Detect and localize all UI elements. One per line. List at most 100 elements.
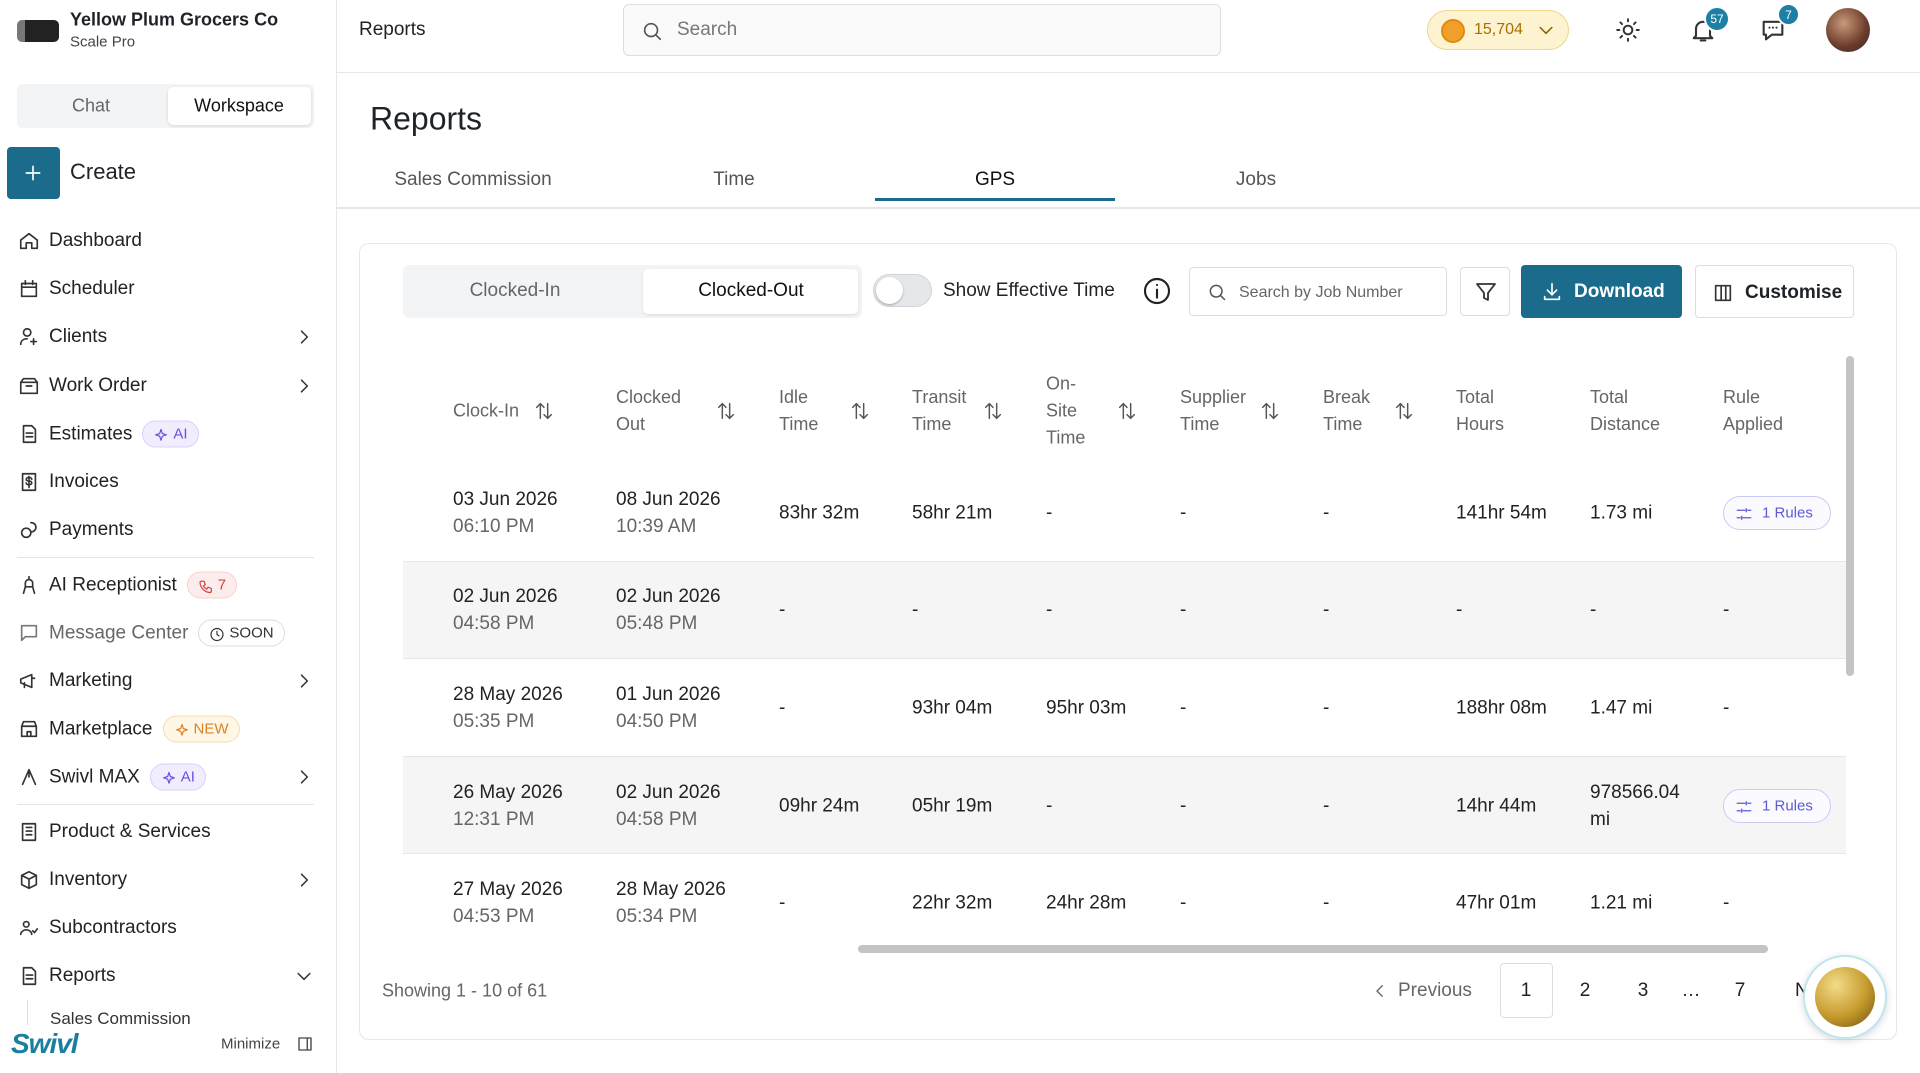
cell: - [779,599,786,621]
time: 04:50 PM [616,711,698,732]
report-tab[interactable]: Jobs [1235,169,1277,190]
cell: - [779,697,786,719]
nav-item[interactable]: AI Receptionist 7 [49,571,238,599]
column-header[interactable]: Clock-In [453,400,520,421]
nav-icon [20,624,38,642]
status-tab[interactable]: Clocked-Out [698,280,804,301]
nav-chevron [297,972,311,981]
nav-label[interactable]: Work Order [49,375,147,396]
nav-item[interactable]: Subcontractors [49,917,177,939]
minimize-label[interactable]: Minimize [221,1035,281,1053]
nav-item[interactable]: Product & Services [49,821,211,843]
nav-item[interactable]: Inventory [49,869,127,891]
cell: - [912,599,919,621]
page-number[interactable]: 2 [1579,980,1591,1001]
avatar[interactable] [1826,8,1870,52]
nav-label[interactable]: Message Center [49,622,189,643]
sort-icon-wrap [849,400,871,422]
column-header[interactable]: Break Time [1323,387,1371,434]
badge-icon [162,771,175,784]
date: 02 Jun 2026 [453,586,558,608]
row-divider [403,853,1846,855]
report-tab[interactable]: GPS [974,169,1016,190]
nav-label[interactable]: Clients [49,326,108,347]
cell: - [1180,697,1187,719]
nav-label[interactable]: Inventory [49,869,128,890]
nav-label[interactable]: Dashboard [49,230,142,251]
effective-toggle[interactable] [873,274,932,307]
nav-chevron-wrap [294,870,314,890]
customise-button[interactable]: Customise [1695,265,1854,318]
nav-icon [20,720,38,738]
nav-label[interactable]: Marketplace [49,718,153,739]
nav-icon [19,920,39,936]
info-icon-wrap [1141,275,1173,307]
filter-button[interactable] [1460,267,1510,316]
nav-label[interactable]: Product & Services [49,821,211,842]
previous[interactable]: Previous [1398,980,1472,1001]
sort-icon-path [535,402,553,420]
nav-label[interactable]: Estimates [49,423,133,444]
nav-label[interactable]: AI Receptionist [49,574,177,595]
sidebar-tab[interactable]: Workspace [194,95,284,116]
nav-item[interactable]: Swivl MAX AI [49,763,206,791]
page-number[interactable]: 7 [1734,980,1746,1001]
date: 03 Jun 2026 [453,488,558,510]
nav-item[interactable]: Payments [49,519,133,541]
column-header[interactable]: On-Site Time [1046,373,1086,448]
column-header[interactable]: Idle Time [779,387,819,434]
nav-label[interactable]: Reports [49,965,116,986]
nav-item[interactable]: Message Center SOON [49,619,285,647]
create-button[interactable] [7,147,60,199]
column-header[interactable]: Transit Time [912,387,967,434]
subnav-line [27,1000,28,1040]
nav-item[interactable]: Estimates AI [49,420,199,448]
status-tab[interactable]: Clocked-In [469,280,561,301]
nav-label[interactable]: Marketing [49,670,133,691]
rules-badge[interactable]: 1 Rules [1723,788,1831,823]
rules-badge[interactable]: 1 Rules [1723,495,1831,530]
subnav-item[interactable]: Sales Commission [50,1009,191,1028]
nav-label[interactable]: Scheduler [49,278,135,299]
nav-item[interactable]: Marketplace NEW [49,715,240,743]
nav-item[interactable]: Clients [49,326,107,348]
assistant-bubble[interactable] [1803,955,1887,1039]
page-number[interactable]: … [1681,980,1701,1001]
report-tab[interactable]: Sales Commission [394,169,552,190]
page-number[interactable]: 1 [1520,980,1532,1001]
customise-label[interactable]: Customise [1745,282,1843,303]
nav-label[interactable]: Swivl MAX [49,766,140,787]
page-number[interactable]: 3 [1637,980,1649,1001]
nav-label[interactable]: Subcontractors [49,917,177,938]
nav-item[interactable]: Reports [49,965,116,987]
nav-chevron-path [300,873,309,887]
nav-icon-wrap [18,326,40,348]
coins-chevron-wrap [1536,20,1556,40]
nav-item[interactable]: Dashboard [49,230,142,252]
search-icon-wrap [641,20,663,42]
report-tab[interactable]: Time [713,169,755,190]
nav-label[interactable]: Invoices [49,471,119,492]
coins-pill[interactable]: 15,704 [1427,10,1569,50]
create-label[interactable]: Create [70,159,137,184]
column-header[interactable]: Supplier Time [1180,387,1247,434]
nav-item[interactable]: Scheduler [49,278,135,300]
cell: - [1590,599,1597,621]
nav-icon-path [19,377,39,395]
nav-item[interactable]: Marketing [49,670,132,692]
download-label[interactable]: Download [1574,281,1665,302]
nav-label[interactable]: Payments [49,519,134,540]
nav-item[interactable]: Invoices [49,471,119,493]
assistant-orb [1815,967,1875,1027]
nav-item[interactable]: Work Order [49,375,147,397]
column-header[interactable]: Clocked Out [616,387,682,434]
header-search[interactable]: Search [623,4,1221,56]
plus-icon-wrap [23,163,43,183]
sidebar-tab[interactable]: Chat [71,95,111,116]
job-search[interactable]: Search by Job Number [1189,267,1447,316]
download-button[interactable]: Download [1521,265,1682,318]
cell: 141hr 54m [1456,502,1547,524]
job-search-icon-path [1209,284,1226,301]
nav-icon-path [19,232,39,250]
time: 05:35 PM [453,711,535,732]
